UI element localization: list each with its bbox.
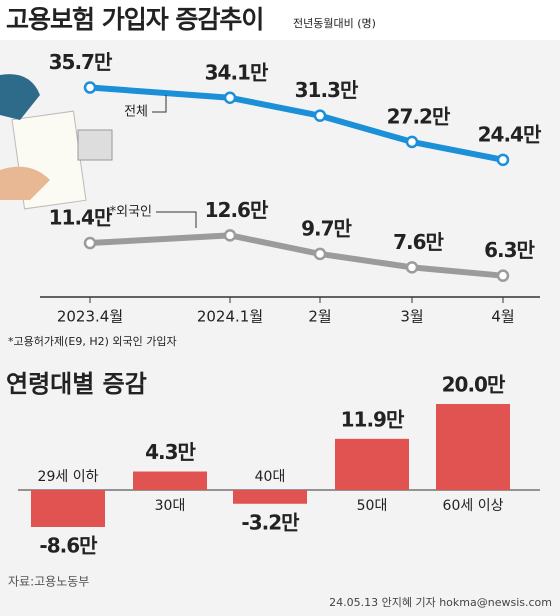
- marker: [223, 91, 237, 105]
- value-label: 35.7만: [49, 50, 113, 74]
- marker: [496, 153, 510, 167]
- value-label: 9.7만: [301, 216, 352, 240]
- marker: [83, 236, 97, 250]
- marker: [313, 247, 327, 261]
- bar: [233, 490, 307, 504]
- category-label: 50대: [357, 498, 388, 514]
- value-label: 11.9만: [341, 407, 405, 431]
- chart-subtitle: 전년동월대비 (명): [293, 17, 376, 30]
- credit: 24.05.13 안지혜 기자 hokma@newsis.com: [329, 596, 552, 609]
- x-tick-label: 2024.1월: [197, 308, 263, 326]
- value-label: 31.3만: [295, 78, 359, 102]
- bar: [133, 471, 207, 490]
- value-label: 6.3만: [484, 238, 535, 262]
- x-tick-label: 2023.4월: [57, 308, 123, 326]
- x-tick-label: 3월: [400, 308, 423, 326]
- value-label: 4.3만: [145, 440, 196, 464]
- illustration: [0, 74, 113, 210]
- value-label: 20.0만: [442, 373, 506, 397]
- marker: [83, 81, 97, 94]
- value-label: 24.4만: [478, 122, 542, 146]
- value-label: 27.2만: [387, 104, 451, 128]
- marker: [223, 229, 237, 242]
- chart-title: 고용보험 가입자 증감추이: [6, 5, 263, 34]
- value-label: -3.2만: [241, 510, 300, 534]
- bar: [436, 404, 510, 490]
- value-label: 12.6만: [205, 198, 269, 222]
- series-name: *외국인: [110, 205, 152, 220]
- marker: [405, 261, 419, 274]
- x-tick-label: 2월: [308, 308, 331, 326]
- category-label: 30대: [155, 498, 186, 514]
- value-label: 11.4만: [49, 206, 113, 230]
- category-label: 40대: [255, 469, 286, 485]
- x-tick-label: 4월: [491, 308, 514, 326]
- marker: [405, 135, 419, 149]
- chart-title: 연령대별 증감: [6, 370, 147, 398]
- category-label: 60세 이상: [443, 498, 504, 514]
- bar: [31, 490, 105, 527]
- marker: [496, 269, 510, 282]
- sleeve: [0, 74, 40, 120]
- title-band: [0, 0, 560, 40]
- calculator: [77, 129, 113, 161]
- value-label: -8.6만: [39, 533, 98, 557]
- bar: [335, 438, 409, 490]
- category-label: 29세 이하: [38, 469, 99, 485]
- value-label: 7.6만: [393, 230, 444, 254]
- footnote: *고용허가제(E9, H2) 외국인 가입자: [8, 335, 177, 348]
- leader: [156, 211, 197, 228]
- value-label: 34.1만: [205, 60, 269, 84]
- hand: [0, 166, 50, 200]
- source: 자료:고용노동부: [8, 575, 89, 589]
- leader: [152, 95, 167, 113]
- series-name: 전체: [124, 105, 148, 120]
- marker: [313, 109, 327, 122]
